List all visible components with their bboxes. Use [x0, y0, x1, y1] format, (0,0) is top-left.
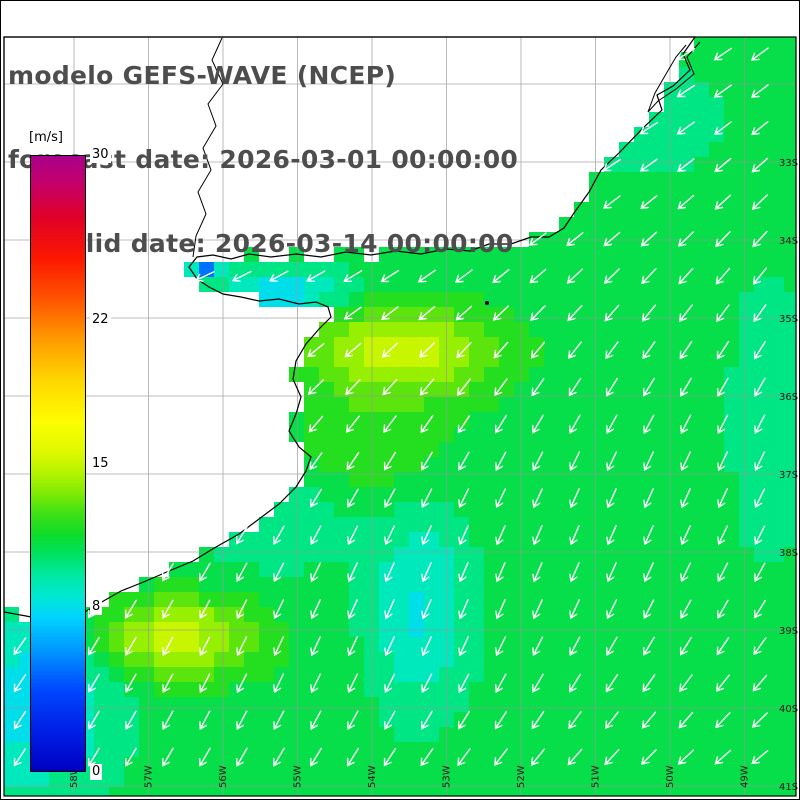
lon-tick-label: 53W	[442, 765, 453, 788]
map-frame	[3, 36, 797, 797]
coastline	[3, 36, 697, 622]
colorbar-gradient	[30, 155, 86, 772]
lat-tick-label: 40S	[779, 704, 798, 715]
colorbar-tick-label: 15	[90, 455, 111, 472]
lon-tick-label: 49W	[740, 765, 751, 788]
river-contour	[192, 37, 224, 258]
river-contour	[647, 41, 701, 113]
colorbar-unit-label: [m/s]	[27, 130, 65, 145]
lon-tick-label: 56W	[218, 765, 229, 788]
colorbar-tick-label: 30	[90, 147, 111, 163]
wind-arrows	[13, 47, 769, 767]
lat-tick-label: 33S	[779, 158, 798, 169]
lon-tick-label: 54W	[367, 765, 378, 788]
model-title: modelo GEFS-WAVE (NCEP)	[8, 61, 397, 90]
lon-tick-label: 55W	[293, 765, 304, 788]
axis-labels: 33S 34S 35S 36S 37S 38S 39S 40S 41S 58W 57W 56W 55W 5…	[69, 158, 798, 793]
lat-tick-label: 35S	[779, 314, 798, 325]
graticule-grid	[4, 37, 796, 796]
lat-tick-label: 36S	[779, 392, 798, 403]
lon-tick-label: 58W	[69, 765, 80, 788]
colorbar-tick-label: 0	[90, 764, 103, 780]
plot-header: modelo GEFS-WAVE (NCEP) forecast date: 2…	[8, 6, 518, 314]
speed-cells	[4, 37, 796, 796]
lon-tick-label: 52W	[516, 765, 527, 788]
lon-tick-label: 50W	[665, 765, 676, 788]
lat-tick-label: 39S	[779, 626, 798, 637]
lat-tick-label: 34S	[779, 236, 798, 247]
lon-tick-label: 51W	[591, 765, 602, 788]
island-marker	[485, 301, 489, 305]
lat-tick-label: 38S	[779, 548, 798, 559]
colorbar-tick-label: 8	[90, 599, 103, 616]
lat-tick-label: 41S	[779, 782, 798, 793]
lat-tick-label: 37S	[779, 470, 798, 481]
lon-tick-label: 57W	[144, 765, 155, 788]
colorbar-tick-label: 22	[90, 311, 111, 328]
